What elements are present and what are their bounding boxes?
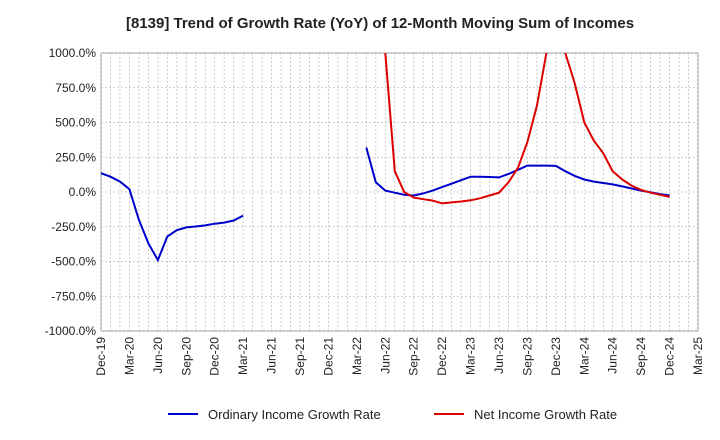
x-tick-label: Sep-20: [179, 337, 193, 376]
series-line-net-income: [384, 53, 548, 205]
x-tick-label: Mar-22: [350, 337, 364, 375]
axis-layer: 1000.0% 750.0% 500.0% 250.0% 0.0% -250.0% -500…: [45, 46, 705, 376]
y-tick-label: -1000.0%: [45, 324, 97, 338]
grid-layer: [100, 52, 699, 332]
x-tick-label: Mar-21: [236, 337, 250, 375]
x-tick-label: Sep-21: [293, 337, 307, 376]
x-tick-label: Dec-20: [208, 337, 222, 376]
x-tick-label: Dec-23: [549, 337, 563, 376]
x-tick-label: Mar-25: [691, 337, 705, 375]
x-tick-label: Jun-23: [492, 337, 506, 374]
x-tick-label: Mar-23: [464, 337, 478, 375]
y-tick-label: 0.0%: [69, 185, 97, 199]
y-tick-label: 250.0%: [55, 150, 96, 164]
y-tick-label: -500.0%: [51, 255, 96, 269]
series-line-net-income: [564, 53, 670, 198]
legend: Ordinary Income Growth Rate Net Income Gr…: [168, 407, 617, 422]
series-line-ordinary-income: [365, 147, 670, 197]
x-tick-label: Dec-24: [663, 337, 677, 376]
x-tick-label: Dec-22: [435, 337, 449, 376]
x-tick-label: Jun-22: [378, 337, 392, 374]
x-tick-label: Jun-20: [151, 337, 165, 374]
y-tick-label: -750.0%: [51, 289, 96, 303]
x-tick-label: Jun-24: [606, 337, 620, 374]
x-tick-label: Sep-22: [407, 337, 421, 376]
x-tick-label: Dec-21: [321, 337, 335, 376]
legend-label: Ordinary Income Growth Rate: [208, 407, 381, 422]
chart-title: [8139] Trend of Growth Rate (YoY) of 12-…: [126, 15, 634, 32]
x-tick-label: Sep-24: [634, 337, 648, 376]
x-tick-label: Dec-19: [94, 337, 108, 376]
y-tick-label: 1000.0%: [49, 46, 97, 60]
x-tick-label: Mar-20: [122, 337, 136, 375]
series-line-ordinary-income: [101, 172, 244, 263]
series-layer: [101, 53, 670, 263]
x-tick-label: Jun-21: [265, 337, 279, 374]
y-tick-label: 500.0%: [55, 116, 96, 130]
legend-label: Net Income Growth Rate: [474, 407, 617, 422]
y-tick-label: -250.0%: [51, 220, 96, 234]
x-tick-label: Sep-23: [520, 337, 534, 376]
y-tick-label: 750.0%: [55, 81, 96, 95]
x-tick-label: Mar-24: [577, 337, 591, 375]
